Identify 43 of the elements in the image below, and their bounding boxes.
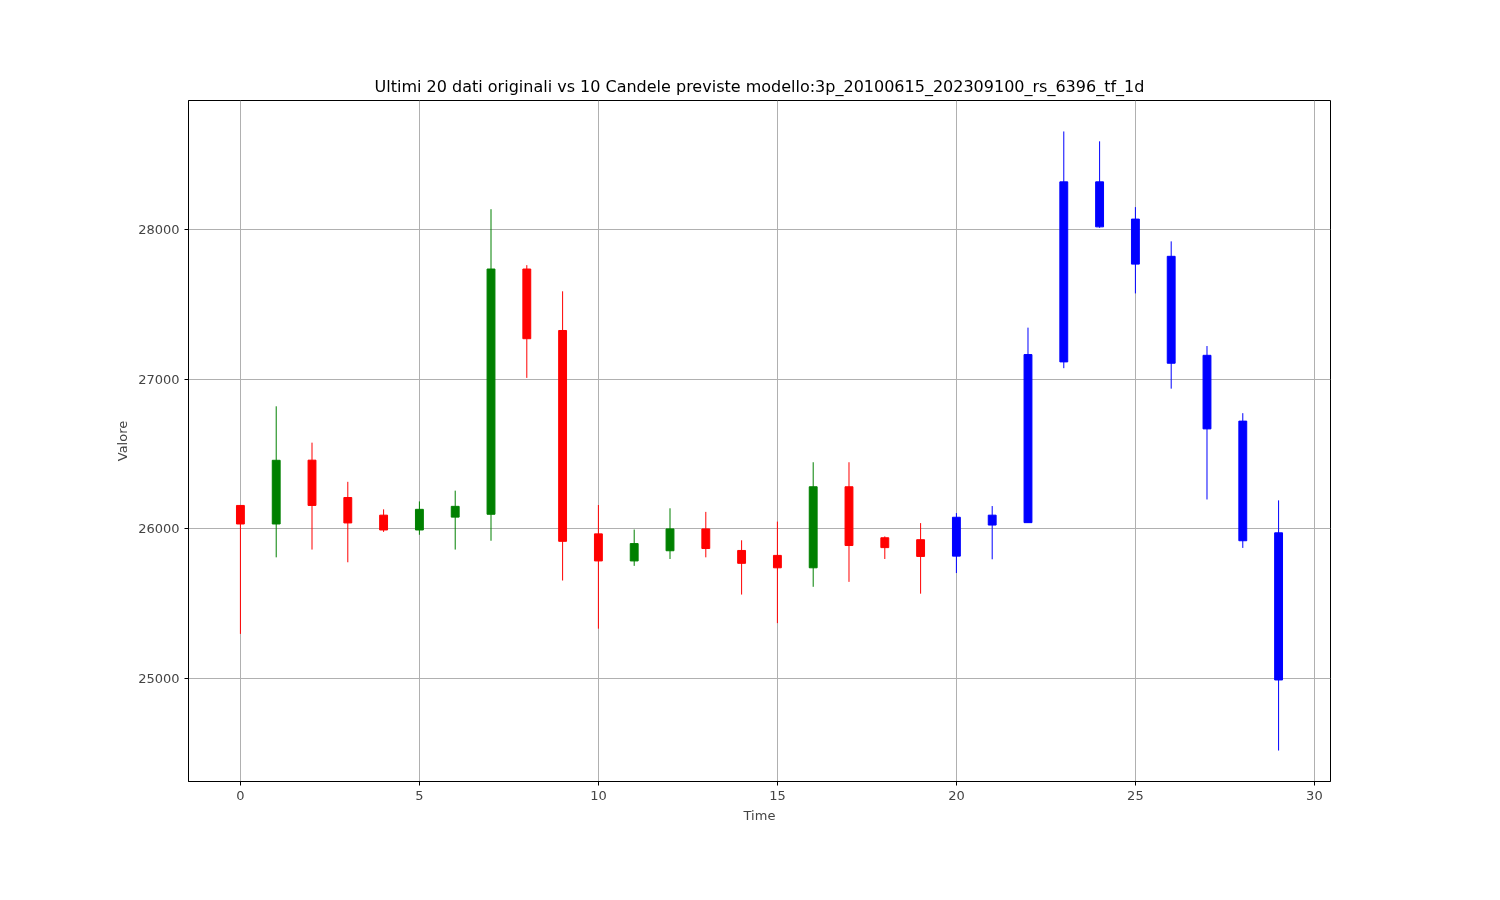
candlestick xyxy=(951,512,961,574)
x-tick-label: 30 xyxy=(1306,787,1323,803)
candlestick xyxy=(701,511,711,558)
candlestick xyxy=(844,461,854,583)
candlestick xyxy=(414,500,424,536)
candlestick xyxy=(307,442,317,551)
candlestick xyxy=(808,461,818,588)
x-tick-label: 0 xyxy=(236,787,245,803)
y-tick-label: 27000 xyxy=(138,371,180,387)
x-tick-label: 10 xyxy=(590,787,607,803)
candlestick xyxy=(271,405,281,558)
x-axis-title: Time xyxy=(742,807,776,823)
candlestick xyxy=(343,481,353,563)
candlestick xyxy=(880,535,890,560)
candlestick xyxy=(522,264,532,379)
candlestick xyxy=(629,529,639,567)
candlestick xyxy=(486,208,496,542)
candlestick xyxy=(235,504,245,635)
candlestick xyxy=(1202,345,1212,500)
candlestick xyxy=(593,504,603,630)
candlestick xyxy=(665,507,675,560)
candlestick xyxy=(987,505,997,560)
candlestick xyxy=(1023,327,1033,524)
candlestick xyxy=(1095,140,1105,229)
candlestick xyxy=(450,490,460,551)
y-tick-label: 25000 xyxy=(138,670,180,686)
candlestick xyxy=(1166,240,1176,390)
candlestick xyxy=(1059,130,1069,369)
x-tick-label: 25 xyxy=(1127,787,1144,803)
x-tick-label: 5 xyxy=(415,787,424,803)
candlestick xyxy=(1238,412,1248,549)
x-tick-label: 20 xyxy=(948,787,965,803)
chart-title: Ultimi 20 dati originali vs 10 Candele previste modello:3p_20100615_202309100_rs_6396_tf_1d xyxy=(374,76,1145,97)
candlestick xyxy=(1274,499,1284,752)
candlestick xyxy=(916,522,926,595)
candlestick xyxy=(379,508,389,533)
candlestick xyxy=(558,290,568,582)
candlestick xyxy=(1130,206,1140,294)
y-tick-label: 26000 xyxy=(138,521,180,537)
y-axis-title: Valore xyxy=(115,420,131,462)
y-tick-label: 28000 xyxy=(138,222,180,238)
x-tick-label: 15 xyxy=(769,787,786,803)
candlestick xyxy=(737,539,747,596)
